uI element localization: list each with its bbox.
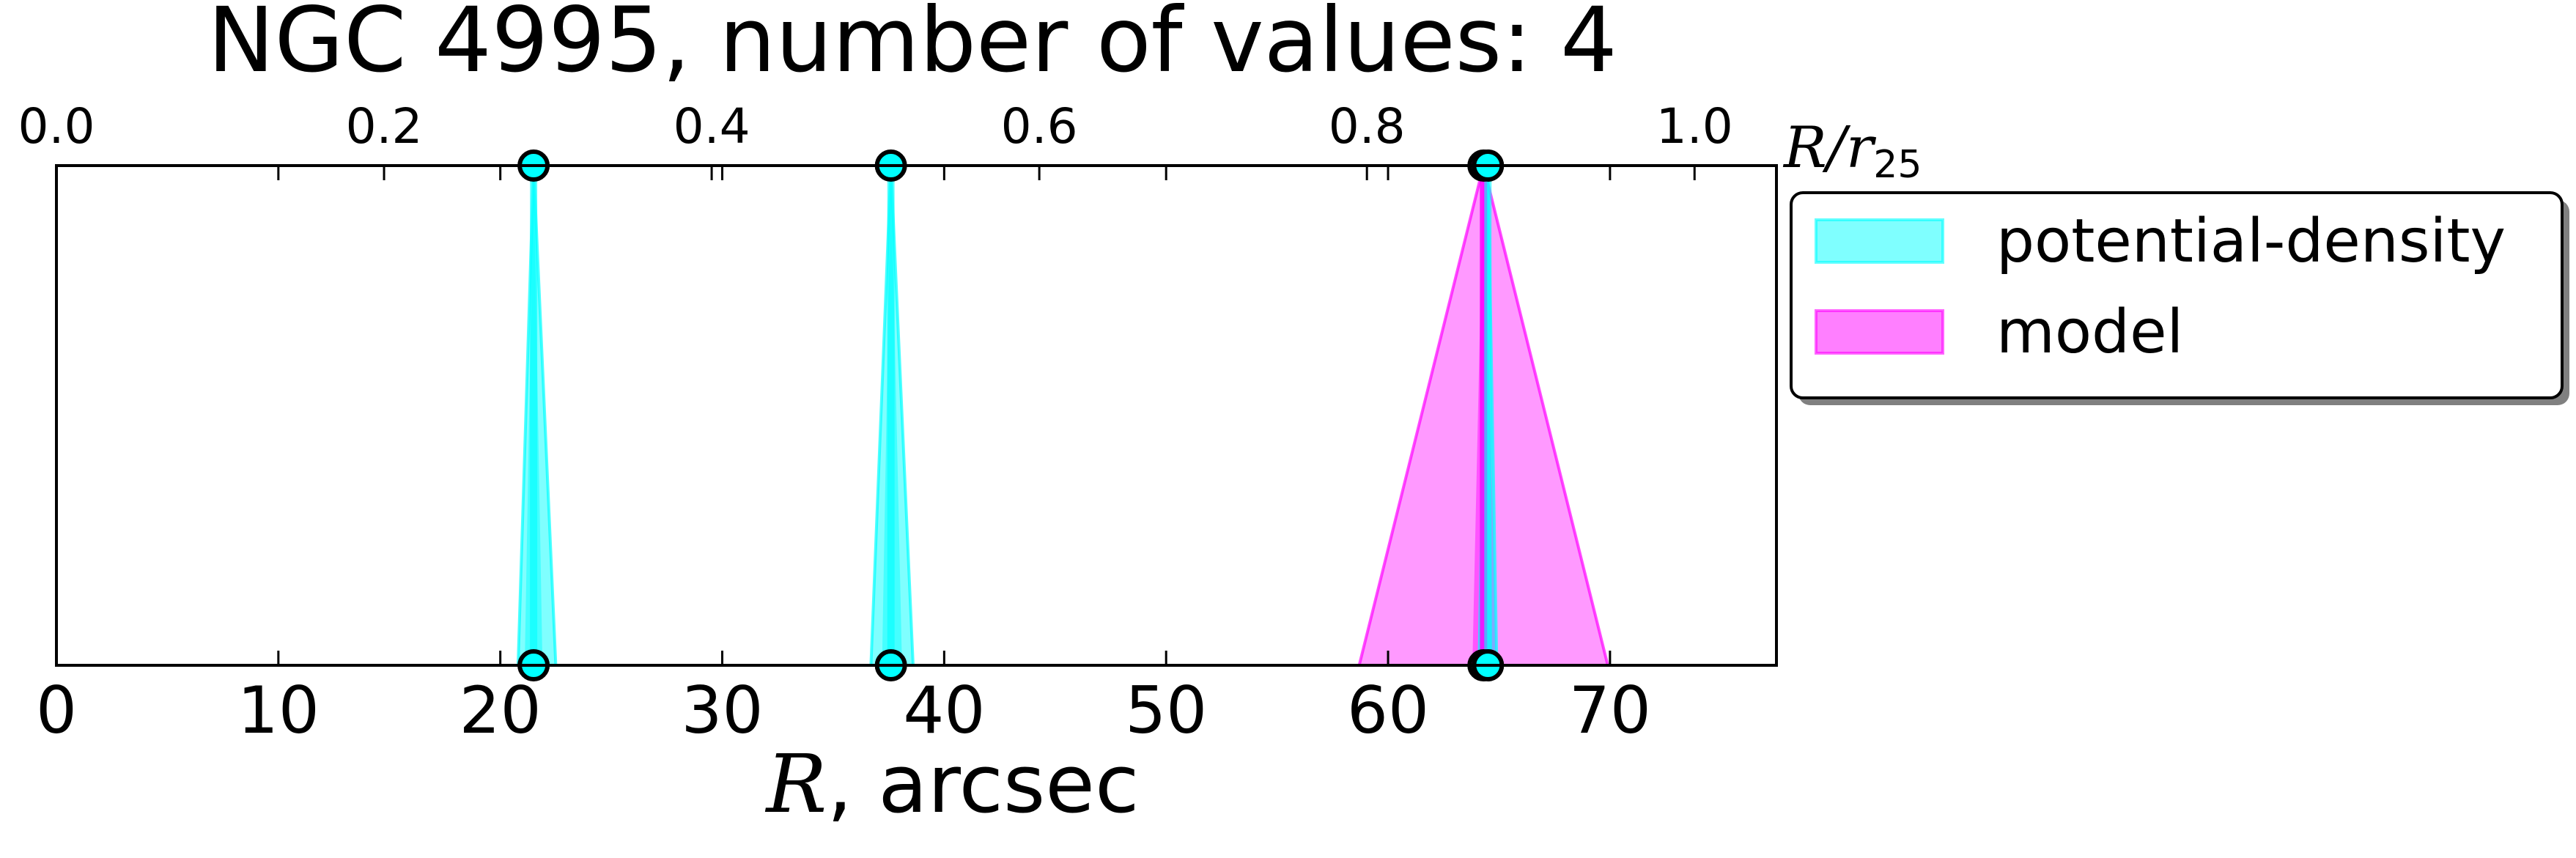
top-axis-label-var: R/r [1782, 115, 1877, 181]
top-tick-label: 1.0 [1656, 98, 1733, 155]
x-axis-label-var: R [765, 737, 827, 831]
top-tick-label: 0.6 [1001, 98, 1078, 155]
legend-label-potential-density: potential-density [1996, 207, 2506, 276]
plot-frame [55, 164, 1778, 667]
top-tick-label: 0.2 [346, 98, 423, 155]
x-axis-label: R, arcsec [765, 737, 1140, 831]
chart-title: NGC 4995, number of values: 4 [207, 0, 1617, 92]
x-tick-label: 50 [1125, 673, 1207, 748]
top-tick-label: 0.8 [1329, 98, 1406, 155]
top-axis-label: R/r25 [1782, 115, 1922, 187]
top-tick-label: 0.4 [673, 98, 750, 155]
x-tick-label: 70 [1569, 673, 1651, 748]
legend-frame [1790, 191, 2564, 399]
x-tick-label: 30 [682, 673, 764, 748]
axes: 0 10 20 30 40 50 60 70 0.0 0.2 0.4 0.6 0.8 1.0 [18, 98, 1778, 748]
legend: potential-density model [1790, 191, 2569, 405]
x-tick-label: 10 [237, 673, 320, 748]
plot-area [516, 149, 1610, 681]
legend-swatch-potential-density [1815, 218, 1944, 264]
legend-label-model: model [1996, 297, 2183, 367]
x-tick-label: 60 [1347, 673, 1429, 748]
top-tick-label: 0.0 [18, 98, 95, 155]
x-tick-label: 0 [36, 673, 77, 748]
x-tick-label: 20 [460, 673, 542, 748]
legend-swatch-model [1815, 309, 1944, 355]
x-tick-label: 40 [903, 673, 985, 748]
top-axis-label-subscript: 25 [1873, 143, 1922, 187]
x-axis-label-unit: , arcsec [827, 737, 1139, 831]
